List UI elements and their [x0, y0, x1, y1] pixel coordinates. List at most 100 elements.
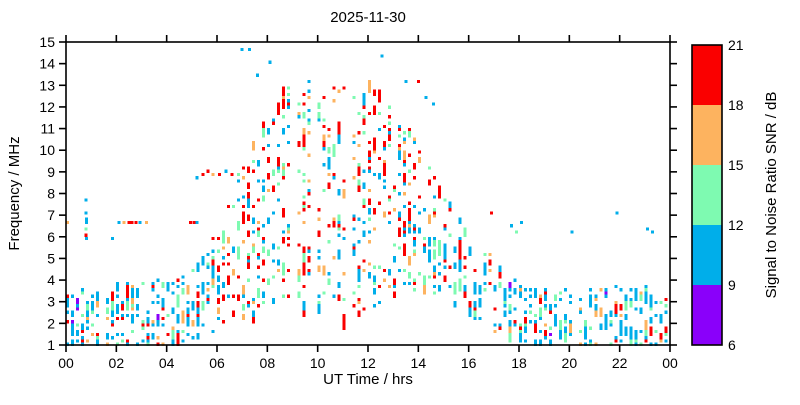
data-point	[241, 240, 245, 244]
data-point	[302, 246, 306, 250]
data-point	[518, 288, 522, 292]
data-point	[438, 185, 442, 189]
data-point	[624, 326, 628, 330]
data-point	[554, 304, 557, 308]
data-point	[297, 140, 301, 144]
data-point	[387, 220, 391, 225]
data-point	[226, 204, 230, 209]
data-point	[413, 176, 417, 180]
data-point	[664, 333, 668, 337]
data-point	[226, 275, 230, 279]
data-point	[224, 169, 228, 173]
data-point	[634, 307, 638, 311]
data-point	[317, 301, 321, 305]
data-point	[337, 227, 341, 231]
data-point	[372, 278, 376, 282]
data-point	[428, 182, 432, 186]
data-point	[297, 272, 301, 276]
data-point	[171, 339, 175, 343]
data-point	[659, 336, 663, 340]
data-point	[287, 163, 291, 167]
data-point	[307, 179, 311, 183]
data-point	[106, 333, 109, 337]
data-point	[216, 301, 220, 305]
data-point	[382, 163, 386, 167]
data-point	[377, 176, 381, 180]
data-point	[413, 137, 417, 141]
data-point	[186, 291, 190, 295]
data-point	[282, 163, 286, 167]
data-point	[433, 240, 437, 244]
data-point	[428, 179, 432, 183]
data-point	[639, 294, 643, 298]
data-point	[382, 169, 386, 173]
data-point	[297, 112, 301, 116]
data-point	[664, 310, 668, 314]
data-point	[247, 201, 250, 205]
data-point	[488, 281, 492, 285]
data-point	[408, 214, 411, 218]
x-tick-label: 08	[260, 355, 276, 371]
data-point	[85, 310, 89, 314]
data-point	[342, 326, 346, 330]
data-point	[252, 317, 255, 321]
data-point	[554, 323, 557, 327]
data-point	[584, 323, 588, 327]
data-point	[438, 246, 442, 250]
data-point	[443, 256, 447, 260]
data-point	[604, 320, 608, 324]
data-point	[257, 252, 260, 257]
data-point	[282, 86, 286, 90]
data-point	[75, 297, 79, 301]
data-point	[247, 262, 250, 266]
data-point	[257, 304, 260, 308]
data-point	[85, 339, 89, 343]
data-point	[302, 92, 306, 96]
data-point	[564, 329, 568, 333]
data-point	[523, 326, 527, 330]
data-point	[513, 278, 517, 282]
data-point	[564, 320, 568, 324]
chart-title: 2025-11-30	[330, 9, 406, 26]
data-point	[508, 339, 512, 343]
data-point	[463, 265, 467, 269]
data-point	[619, 323, 623, 327]
data-point	[241, 288, 245, 292]
data-point	[579, 329, 583, 333]
x-tick-label: 04	[159, 355, 175, 371]
data-point	[282, 272, 286, 276]
data-point	[282, 294, 286, 298]
data-point	[599, 310, 603, 314]
data-point	[508, 310, 512, 314]
data-point	[403, 150, 406, 154]
data-point	[352, 214, 356, 218]
data-point	[428, 259, 432, 263]
data-point	[90, 304, 94, 308]
data-point	[297, 294, 301, 298]
data-point	[513, 288, 517, 292]
data-point	[75, 307, 79, 311]
data-point	[408, 208, 411, 212]
data-point	[322, 272, 326, 276]
data-point	[413, 288, 417, 292]
data-point	[111, 323, 115, 327]
data-point	[518, 326, 522, 330]
data-point	[357, 301, 361, 305]
data-point	[528, 304, 532, 308]
data-point	[569, 323, 573, 327]
data-point	[387, 121, 391, 125]
data-point	[483, 268, 487, 273]
data-point	[372, 172, 376, 177]
data-point	[377, 201, 381, 205]
data-point	[518, 291, 522, 295]
data-point	[498, 275, 502, 279]
data-point	[382, 147, 386, 151]
data-point	[302, 310, 306, 314]
data-point	[236, 227, 240, 231]
data-point	[257, 198, 260, 202]
data-point	[493, 288, 497, 292]
data-point	[468, 310, 472, 314]
data-point	[523, 310, 527, 314]
data-point	[362, 96, 366, 100]
data-point	[549, 304, 552, 308]
